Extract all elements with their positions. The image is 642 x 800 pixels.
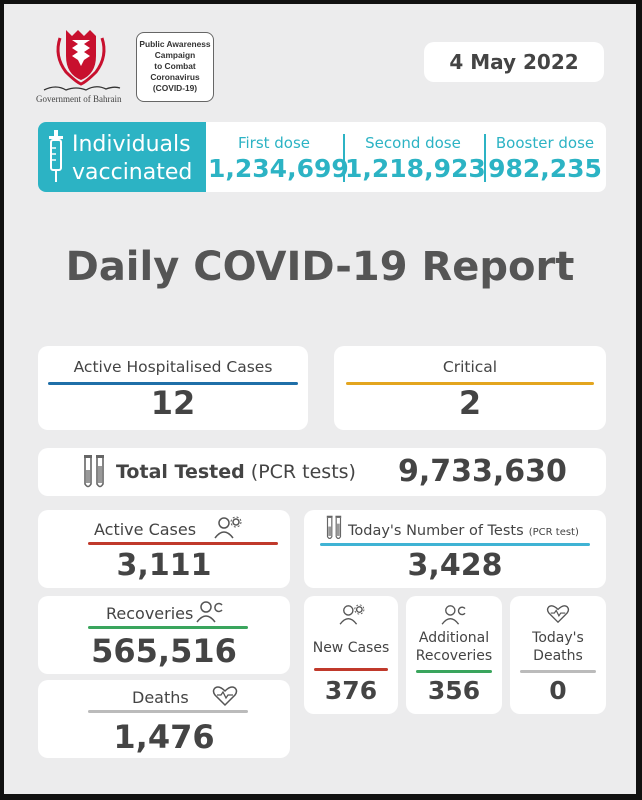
booster-dose-block: Booster dose 982,235	[486, 122, 604, 192]
campaign-line: Public Awareness	[139, 39, 211, 49]
first-dose-value: 1,234,699	[208, 154, 349, 183]
active-cases-bar	[88, 542, 278, 545]
campaign-box: Public Awareness Campaign to Combat Coro…	[136, 32, 214, 102]
vaccinated-label-line1: Individuals	[72, 132, 191, 157]
active-hospitalised-card: Active Hospitalised Cases 12	[38, 346, 308, 430]
deaths-label: Deaths	[132, 688, 189, 707]
syringe-icon	[49, 130, 63, 182]
active-cases-label: Active Cases	[94, 520, 197, 539]
active-cases-value: 3,111	[116, 548, 212, 583]
todays-deaths-label-line1: Today's	[532, 630, 584, 646]
new-cases-bar	[314, 668, 388, 671]
critical-label: Critical	[442, 358, 498, 376]
campaign-line: Coronavirus	[150, 72, 200, 82]
booster-dose-label: Booster dose	[495, 134, 595, 152]
vaccinated-label-line2: vaccinated	[72, 160, 193, 185]
additional-recoveries-bar	[416, 670, 492, 673]
additional-recoveries-label-line1: Additional	[418, 630, 490, 646]
todays-tests-bar	[320, 543, 590, 546]
deaths-value: 1,476	[113, 718, 215, 756]
second-dose-value: 1,218,923	[345, 154, 486, 183]
person-gear-icon	[214, 516, 242, 539]
test-tubes-icon	[326, 515, 342, 540]
report-date: 4 May 2022	[424, 42, 604, 82]
new-cases-card: New Cases 376	[304, 596, 398, 714]
active-hospitalised-bar	[48, 382, 298, 385]
deaths-card: Deaths 1,476	[38, 680, 290, 758]
todays-tests-label-group: Today's Number of Tests (PCR test)	[348, 520, 579, 539]
second-dose-block: Second dose 1,218,923	[345, 122, 486, 192]
todays-deaths-card: Today's Deaths 0	[510, 596, 606, 714]
additional-recoveries-value: 356	[427, 676, 481, 705]
todays-deaths-bar	[520, 670, 596, 673]
todays-tests-value: 3,428	[407, 548, 503, 583]
critical-bar	[346, 382, 594, 385]
additional-recoveries-card: Additional Recoveries 356	[406, 596, 502, 714]
total-tested-label-group: Total Tested (PCR tests)	[116, 461, 356, 483]
critical-value: 2	[458, 384, 482, 422]
person-gear-icon	[339, 604, 365, 625]
government-caption: Government of Bahrain	[36, 94, 122, 104]
total-tested-value: 9,733,630	[398, 454, 567, 489]
vaccinated-label-panel: Individuals vaccinated	[38, 122, 206, 192]
campaign-line: Campaign	[154, 50, 196, 60]
critical-card: Critical 2	[334, 346, 606, 430]
deaths-bar	[88, 710, 248, 713]
campaign-line: (COVID-19)	[152, 83, 198, 93]
second-dose-label: Second dose	[365, 134, 461, 152]
recoveries-card: Recoveries 565,516	[38, 596, 290, 674]
test-tubes-icon	[84, 455, 104, 488]
todays-tests-label: Today's Number of Tests	[348, 523, 524, 539]
todays-deaths-value: 0	[549, 676, 567, 705]
total-tested-label: Total Tested	[116, 461, 245, 483]
todays-tests-sub: (PCR test)	[528, 527, 579, 538]
active-hospitalised-label: Active Hospitalised Cases	[73, 358, 273, 376]
recoveries-bar	[88, 626, 248, 629]
bahrain-emblem-icon	[43, 30, 121, 91]
first-dose-block: First dose 1,234,699	[208, 122, 349, 192]
total-tested-sub: (PCR tests)	[250, 461, 356, 483]
dose-divider	[484, 134, 486, 182]
recoveries-label: Recoveries	[106, 604, 194, 623]
recoveries-value: 565,516	[91, 632, 237, 670]
todays-tests-card: Today's Number of Tests (PCR test) 3,428	[304, 510, 606, 588]
booster-dose-value: 982,235	[488, 154, 602, 183]
todays-deaths-label-line2: Deaths	[533, 648, 583, 664]
person-refresh-icon	[196, 601, 223, 623]
first-dose-label: First dose	[237, 134, 311, 152]
report-frame: Government of Bahrain Public Awareness C…	[4, 4, 636, 794]
new-cases-label: New Cases	[312, 640, 390, 656]
dose-divider	[343, 134, 345, 182]
active-cases-card: Active Cases 3,111	[38, 510, 290, 588]
total-tested-card: Total Tested (PCR tests) 9,733,630	[38, 448, 606, 496]
person-refresh-icon	[441, 605, 466, 625]
heart-pulse-icon	[212, 686, 238, 707]
new-cases-value: 376	[324, 676, 378, 705]
heart-pulse-icon	[546, 605, 570, 624]
page-title: Daily COVID-19 Report	[65, 244, 575, 290]
campaign-line: to Combat	[154, 61, 196, 71]
vaccination-banner: Individuals vaccinated First dose 1,234,…	[38, 122, 606, 192]
government-logo: Government of Bahrain	[36, 26, 126, 106]
active-hospitalised-value: 12	[150, 384, 196, 422]
additional-recoveries-label-line2: Recoveries	[415, 648, 493, 664]
